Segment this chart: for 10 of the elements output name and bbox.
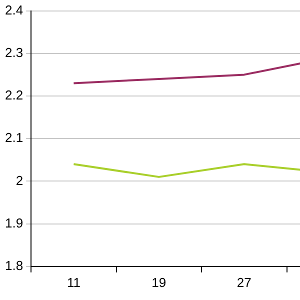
x-tick-label: 11 (66, 274, 80, 290)
y-tick-label: 1.8 (4, 258, 24, 273)
x-tick-label: 19 (152, 274, 166, 290)
x-tick-label: 27 (236, 274, 252, 290)
y-tick-label: 2.1 (4, 130, 24, 146)
y-tick-label: 1.9 (4, 215, 24, 230)
y-tick-label: 2 (16, 172, 24, 188)
y-tick-label: 2.2 (4, 88, 24, 103)
y-tick-label: 2.3 (4, 44, 24, 60)
y-tick-label: 2.4 (4, 2, 24, 18)
